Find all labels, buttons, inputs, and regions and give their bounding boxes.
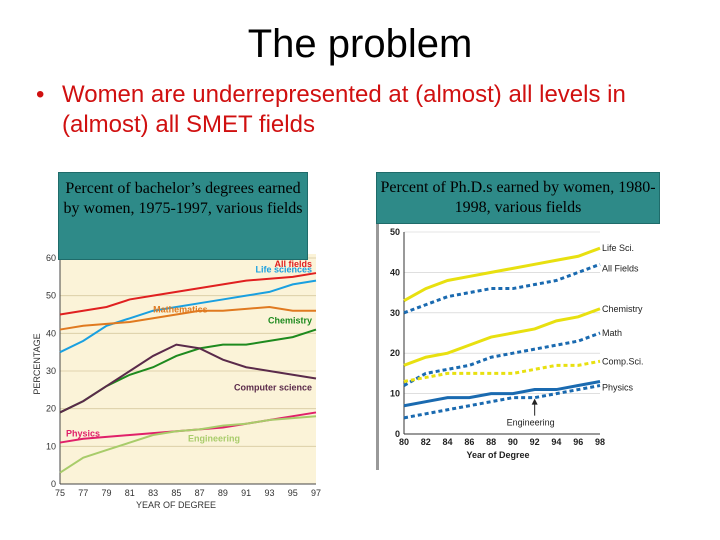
series-label-cs: Comp.Sci. [602,356,644,366]
bachelors-chart-title: Percent of bachelor’s degrees earned by … [58,172,308,260]
y-tick-label: 30 [46,366,56,376]
series-label-life: Life Sci. [602,243,634,253]
x-tick-label: 90 [508,437,518,447]
bullet-text: Women are underrepresented at (almost) a… [62,81,626,138]
x-tick-label: 77 [78,488,88,498]
series-line-eng [59,415,317,474]
y-tick-label: 0 [395,429,400,439]
y-tick-label: 20 [46,404,56,414]
series-label-math: Math [602,328,622,338]
chart-edge [376,224,379,470]
series-label-all: All fields [274,259,312,269]
series-label-phys: Physics [66,429,100,439]
x-tick-label: 82 [421,437,431,447]
x-tick-label: 88 [486,437,496,447]
series-label-phys: Physics [602,382,634,392]
x-tick-label: 95 [288,488,298,498]
phd-chart: 0 10 20 30 40 50 80 82 84 86 88 90 92 94 96 98 Year of D… [376,172,660,470]
chart-background [376,222,660,470]
y-tick-label: 40 [390,267,400,277]
slide-title: The problem [247,22,473,66]
y-tick-label: 50 [46,291,56,301]
annotation-arrowhead [531,398,538,405]
y-tick-label: 60 [46,253,56,263]
bachelors-chart: 0 10 20 30 40 50 60 75 77 79 81 83 85 87 89 91 93 95 97 YEA… [28,168,324,512]
y-tick-label: 0 [51,479,56,489]
x-tick-label: 97 [311,488,321,498]
x-tick-label: 93 [264,488,274,498]
x-tick-label: 92 [530,437,540,447]
y-axis-label: PERCENTAGE [32,333,42,394]
x-tick-label: 98 [595,437,605,447]
series-line-cs [59,343,317,414]
series-line-math [403,331,601,387]
series-line-phys [403,380,601,408]
y-tick-label: 50 [390,227,400,237]
series-label-cs: Computer science [234,383,312,393]
phd-chart-svg: 0 10 20 30 40 50 80 82 84 86 88 90 92 94 96 98 Year of D… [376,222,660,470]
series-label-eng: Engineering [188,433,240,443]
x-tick-label: 87 [195,488,205,498]
x-tick-label: 79 [102,488,112,498]
x-axis-label: Year of Degree [466,450,529,460]
x-tick-label: 91 [241,488,251,498]
x-tick-label: 75 [55,488,65,498]
x-tick-label: 96 [573,437,583,447]
y-tick-label: 20 [390,348,400,358]
series-line-all [403,262,601,315]
series-label-chem: Chemistry [268,316,312,326]
x-tick-label: 81 [125,488,135,498]
bullet-marker: • [36,81,45,108]
x-tick-label: 83 [148,488,158,498]
series-line-all [59,272,317,316]
annotation-engineering: Engineering [507,418,555,428]
y-tick-label: 40 [46,328,56,338]
bachelors-chart-svg: 0 10 20 30 40 50 60 75 77 79 81 83 85 87 89 91 93 95 97 YEA… [32,253,321,510]
y-tick-label: 10 [390,389,400,399]
x-axis-label: YEAR OF DEGREE [136,500,216,510]
plot-background [60,254,316,484]
series-line-eng [403,384,601,420]
series-line-chem [403,307,601,367]
series-line-life [403,246,601,302]
series-line-life [59,279,317,354]
x-tick-label: 85 [171,488,181,498]
phd-chart-title: Percent of Ph.D.s earned by women, 1980-… [376,172,660,224]
series-label-math: Mathematics [153,304,208,314]
series-label-chem: Chemistry [602,304,643,314]
series-line-cs [403,359,601,383]
series-line-math [59,305,316,331]
series-label-life: Life sciences [255,265,312,275]
x-tick-label: 94 [551,437,561,447]
x-tick-label: 89 [218,488,228,498]
series-label-all: All Fields [602,263,639,273]
x-tick-label: 86 [464,437,474,447]
x-tick-label: 84 [443,437,453,447]
x-tick-label: 80 [399,437,409,447]
y-tick-label: 30 [390,308,400,318]
y-tick-label: 10 [46,441,56,451]
